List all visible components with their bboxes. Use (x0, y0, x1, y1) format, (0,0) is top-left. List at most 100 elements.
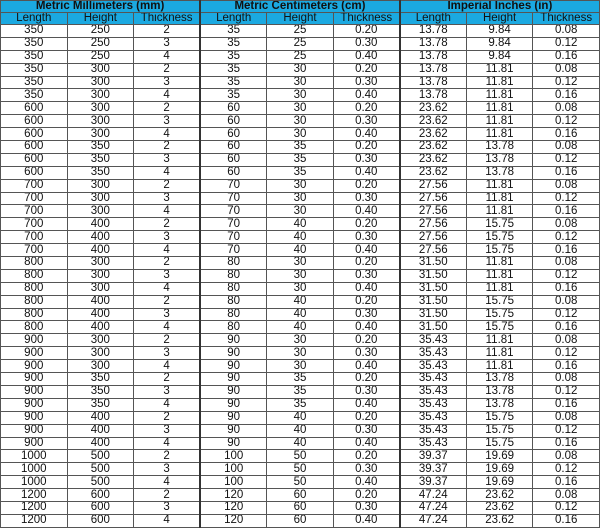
table-cell: 350 (66, 397, 135, 412)
table-cell: 0.08 (532, 449, 600, 464)
table-cell: 800 (0, 268, 68, 283)
table-cell: 4 (133, 475, 201, 490)
table-cell: 0.16 (532, 127, 600, 142)
table-cell: 23.62 (465, 500, 534, 515)
table-cell: 1200 (0, 488, 68, 502)
table-cell: 31.50 (398, 256, 467, 270)
table-cell: 27.56 (398, 230, 467, 245)
table-cell: 0.30 (332, 75, 401, 90)
table-cell: 3 (133, 36, 201, 51)
table-cell: 0.08 (532, 24, 600, 38)
table-cell: 0.20 (332, 101, 401, 116)
table-cell: 60 (199, 140, 268, 154)
table-cell: 0.40 (332, 475, 401, 490)
table-cell: 900 (0, 397, 68, 412)
column-header: Length (199, 12, 268, 25)
table-row: 1200 600 3 120 60 0.30 47.24 23.62 0.12 (0, 500, 600, 515)
table-cell: 70 (199, 204, 268, 219)
table-cell: 31.50 (398, 268, 467, 283)
table-cell: 900 (0, 384, 68, 399)
table-cell: 35.43 (398, 384, 467, 399)
table-row: 600 350 4 60 35 0.40 23.62 13.78 0.16 (0, 165, 600, 180)
table-cell: 90 (199, 436, 268, 451)
table-cell: 35.43 (398, 436, 467, 451)
table-cell: 600 (0, 127, 68, 142)
table-cell: 0.30 (332, 191, 401, 206)
table-cell: 800 (0, 320, 68, 335)
table-cell: 400 (66, 230, 135, 245)
table-cell: 600 (66, 488, 135, 502)
table-cell: 35 (199, 88, 268, 103)
table-cell: 27.56 (398, 204, 467, 219)
table-cell: 0.08 (532, 256, 600, 270)
table-row: 350 250 3 35 25 0.30 13.78 9.84 0.12 (0, 36, 600, 51)
table-cell: 9.84 (465, 24, 534, 38)
table-cell: 40 (266, 423, 334, 438)
table-cell: 350 (0, 24, 68, 38)
table-cell: 35.43 (398, 359, 467, 374)
table-row: 900 300 4 90 30 0.40 35.43 11.81 0.16 (0, 359, 600, 374)
table-cell: 300 (66, 178, 135, 193)
table-cell: 300 (66, 62, 135, 77)
table-cell: 250 (66, 24, 135, 38)
column-header: Thickness (133, 12, 201, 25)
table-row: 800 300 3 80 30 0.30 31.50 11.81 0.12 (0, 268, 600, 283)
table-row: 1000 500 4 100 50 0.40 39.37 19.69 0.16 (0, 475, 600, 490)
table-cell: 900 (0, 372, 68, 386)
table-cell: 15.75 (465, 307, 534, 322)
table-cell: 23.62 (398, 140, 467, 154)
table-cell: 9.84 (465, 36, 534, 51)
table-cell: 0.08 (532, 62, 600, 77)
table-cell: 39.37 (398, 449, 467, 464)
table-cell: 30 (266, 75, 334, 90)
table-cell: 350 (66, 140, 135, 154)
table-cell: 25 (266, 49, 334, 64)
table-cell: 4 (133, 165, 201, 180)
table-cell: 80 (199, 307, 268, 322)
table-cell: 350 (0, 36, 68, 51)
table-cell: 300 (66, 346, 135, 361)
table-cell: 0.30 (332, 268, 401, 283)
table-cell: 90 (199, 397, 268, 412)
table-cell: 0.40 (332, 88, 401, 103)
table-cell: 11.81 (465, 268, 534, 283)
table-row: 900 400 4 90 40 0.40 35.43 15.75 0.16 (0, 436, 600, 451)
table-row: 900 400 3 90 40 0.30 35.43 15.75 0.12 (0, 423, 600, 438)
table-row: 350 300 2 35 30 0.20 13.78 11.81 0.08 (0, 62, 600, 77)
table-cell: 1000 (0, 475, 68, 490)
table-cell: 60 (199, 114, 268, 129)
table-cell: 27.56 (398, 243, 467, 258)
table-cell: 2 (133, 24, 201, 38)
table-cell: 35.43 (398, 423, 467, 438)
table-cell: 19.69 (465, 475, 534, 490)
table-cell: 0.30 (332, 500, 401, 515)
table-row: 700 300 2 70 30 0.20 27.56 11.81 0.08 (0, 178, 600, 193)
table-cell: 800 (0, 307, 68, 322)
table-cell: 30 (266, 127, 334, 142)
table-cell: 90 (199, 346, 268, 361)
table-cell: 11.81 (465, 114, 534, 129)
table-row: 350 300 4 35 30 0.40 13.78 11.81 0.16 (0, 88, 600, 103)
table-cell: 0.12 (532, 114, 600, 129)
table-cell: 47.24 (398, 488, 467, 502)
table-cell: 60 (199, 152, 268, 167)
table-cell: 0.40 (332, 204, 401, 219)
table-cell: 0.40 (332, 513, 401, 528)
table-cell: 13.78 (465, 165, 534, 180)
table-cell: 0.20 (332, 256, 401, 270)
table-cell: 11.81 (465, 346, 534, 361)
table-cell: 400 (66, 436, 135, 451)
table-cell: 35.43 (398, 397, 467, 412)
table-cell: 60 (266, 488, 334, 502)
table-cell: 400 (66, 217, 135, 232)
table-cell: 2 (133, 488, 201, 502)
table-cell: 300 (66, 127, 135, 142)
table-cell: 80 (199, 256, 268, 270)
table-cell: 0.08 (532, 488, 600, 502)
table-cell: 23.62 (398, 127, 467, 142)
table-cell: 30 (266, 359, 334, 374)
table-cell: 3 (133, 191, 201, 206)
table-cell: 700 (0, 178, 68, 193)
table-cell: 60 (266, 500, 334, 515)
